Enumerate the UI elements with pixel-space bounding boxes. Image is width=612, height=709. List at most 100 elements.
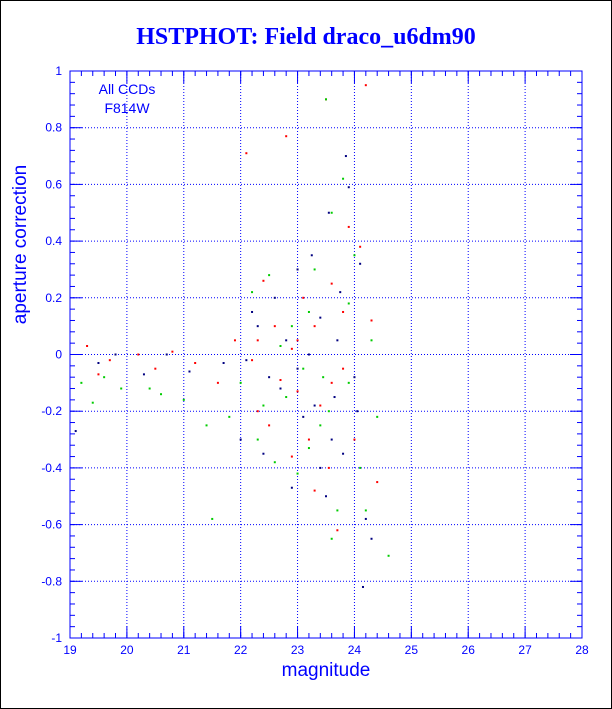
- data-point-series-2: [285, 396, 288, 399]
- data-point-series-3: [339, 291, 342, 294]
- data-point-series-2: [290, 325, 293, 328]
- data-point-series-3: [273, 296, 276, 299]
- data-point-series-3: [370, 537, 373, 540]
- x-tick-label: 28: [575, 643, 589, 657]
- data-point-series-1: [290, 347, 293, 350]
- data-point-series-3: [319, 316, 322, 319]
- data-point-series-1: [86, 344, 89, 347]
- data-point-series-1: [194, 362, 197, 365]
- data-point-series-3: [285, 339, 288, 342]
- x-axis-label: magnitude: [282, 660, 371, 681]
- data-point-series-2: [239, 381, 242, 384]
- data-point-series-2: [330, 211, 333, 214]
- data-point-series-3: [97, 362, 100, 365]
- data-point-series-1: [296, 390, 299, 393]
- data-point-series-3: [302, 415, 305, 418]
- data-point-series-1: [330, 282, 333, 285]
- data-point-series-2: [273, 461, 276, 464]
- data-point-series-2: [91, 401, 94, 404]
- data-point-series-2: [313, 268, 316, 271]
- data-point-series-1: [342, 367, 345, 370]
- y-tick-label: -0.4: [41, 461, 62, 475]
- data-point-series-2: [322, 376, 325, 379]
- data-point-series-1: [290, 455, 293, 458]
- data-point-series-3: [353, 376, 356, 379]
- y-tick-label: -0.8: [41, 574, 62, 588]
- x-tick-label: 19: [63, 643, 77, 657]
- data-point-series-3: [327, 211, 330, 214]
- data-point-series-3: [359, 262, 362, 265]
- data-point-series-3: [361, 585, 364, 588]
- data-point-series-3: [296, 268, 299, 271]
- data-point-series-3: [336, 339, 339, 342]
- x-tick-label: 24: [348, 643, 362, 657]
- data-point-series-1: [302, 296, 305, 299]
- data-point-series-1: [233, 339, 236, 342]
- data-point-series-2: [347, 302, 350, 305]
- data-point-series-3: [245, 359, 248, 362]
- data-point-series-2: [160, 393, 163, 396]
- annotation-ccds: All CCDs: [99, 81, 156, 97]
- data-point-series-2: [325, 98, 327, 101]
- data-point-series-3: [307, 353, 310, 356]
- data-point-series-1: [273, 325, 276, 328]
- x-tick-label: 21: [177, 643, 191, 657]
- data-point-series-1: [256, 339, 259, 342]
- data-point-series-3: [268, 376, 271, 379]
- data-point-series-1: [353, 438, 356, 441]
- data-point-series-2: [319, 424, 322, 427]
- data-point-series-1: [279, 379, 282, 382]
- data-point-series-1: [342, 310, 345, 313]
- y-tick-label: -1: [51, 631, 62, 645]
- data-point-series-2: [376, 415, 379, 418]
- data-point-series-2: [80, 381, 83, 384]
- data-point-series-2: [342, 177, 345, 180]
- data-point-series-1: [108, 359, 111, 362]
- data-point-series-1: [97, 373, 100, 376]
- data-point-series-2: [364, 509, 367, 512]
- data-point-series-3: [256, 325, 259, 328]
- data-point-series-2: [148, 387, 151, 390]
- x-tick-label: 22: [234, 643, 248, 657]
- data-point-series-1: [313, 325, 316, 328]
- data-point-series-2: [279, 344, 282, 347]
- data-point-series-2: [262, 404, 265, 407]
- data-point-series-2: [205, 424, 208, 427]
- chart-title: HSTPHOT: Field draco_u6dm90: [136, 24, 476, 50]
- data-point-series-1: [364, 84, 367, 87]
- data-point-series-3: [296, 367, 299, 370]
- y-tick-label: 0.2: [45, 291, 62, 305]
- y-tick-label: 0: [55, 348, 62, 362]
- data-point-series-2: [307, 310, 310, 313]
- data-point-series-2: [347, 381, 350, 384]
- y-tick-label: -0.2: [41, 404, 62, 418]
- data-point-series-3: [342, 452, 345, 455]
- x-tick-label: 20: [120, 643, 134, 657]
- data-point-series-3: [74, 430, 77, 433]
- y-tick-label: -0.6: [41, 518, 62, 532]
- data-point-series-3: [364, 517, 367, 520]
- y-axis-label: aperture correction: [10, 165, 31, 324]
- y-tick-label: 0.8: [45, 121, 62, 135]
- data-point-series-2: [256, 438, 259, 441]
- data-point-series-2: [296, 472, 299, 475]
- annotation-filter: F814W: [104, 100, 150, 116]
- data-point-series-1: [137, 353, 140, 356]
- data-point-series-2: [387, 554, 390, 557]
- data-point-series-3: [262, 452, 265, 455]
- data-point-series-3: [114, 353, 117, 356]
- data-point-series-3: [319, 466, 322, 469]
- data-point-series-1: [268, 424, 271, 427]
- data-point-series-3: [325, 495, 327, 498]
- data-point-series-2: [307, 447, 310, 450]
- data-point-series-1: [330, 381, 333, 384]
- x-tick-label: 26: [462, 643, 476, 657]
- data-point-series-1: [245, 152, 248, 155]
- data-point-series-2: [228, 415, 231, 418]
- data-point-series-3: [347, 186, 350, 189]
- data-point-series-1: [370, 319, 373, 322]
- data-point-series-3: [239, 438, 242, 441]
- data-point-series-3: [313, 404, 316, 407]
- data-point-series-1: [251, 359, 254, 362]
